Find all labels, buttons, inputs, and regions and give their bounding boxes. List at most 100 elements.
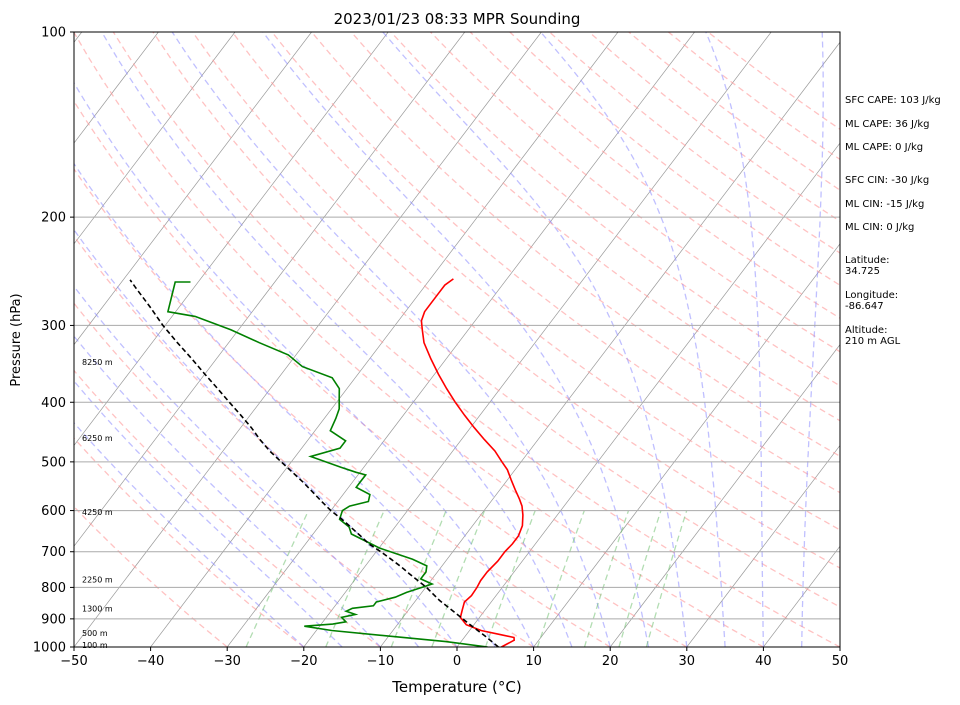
y-tick-label: 1000	[33, 641, 66, 656]
series-line-1	[166, 281, 488, 647]
y-axis-ticks: 100 200 300 400 500 600 700 800 900 1000	[33, 26, 74, 656]
height-labels: 100 m 500 m 1300 m 2250 m 4250 m 6250 m 8250 m	[82, 358, 113, 650]
moist-adiabat	[74, 228, 458, 647]
y-tick-label: 400	[41, 396, 66, 411]
mixing-ratio-line	[536, 510, 585, 647]
dry-adiabat	[231, 32, 840, 531]
moist-adiabat	[540, 32, 726, 647]
sfc-cape-text: SFC CAPE: 103 J/kg	[845, 95, 941, 106]
y-tick-label: 600	[41, 504, 66, 519]
isotherm-line	[74, 32, 236, 245]
mixing-ratio-line	[484, 510, 536, 647]
mixing-ratio-line	[645, 510, 688, 647]
x-tick-label: −30	[213, 654, 240, 669]
dry-adiabat	[311, 32, 840, 458]
y-tick-label: 200	[41, 211, 66, 226]
x-axis-label: Temperature (°C)	[391, 678, 521, 696]
dry-adiabat	[74, 235, 534, 647]
dry-adiabat	[112, 32, 840, 647]
y-tick-label: 700	[41, 545, 66, 560]
ml-cape-text-1: ML CAPE: 36 J/kg	[845, 119, 930, 130]
altitude-label: Altitude:	[845, 325, 888, 336]
mixing-ratio-line	[583, 510, 630, 647]
moist-adiabat	[382, 32, 688, 647]
x-tick-label: −50	[60, 654, 87, 669]
moist-adiabat	[74, 81, 535, 647]
dry-adiabat	[74, 32, 764, 647]
x-tick-label: −40	[137, 654, 164, 669]
x-tick-label: 30	[679, 654, 696, 669]
series-layer	[129, 278, 524, 647]
dry-adiabat	[509, 32, 840, 287]
x-tick-label: −10	[367, 654, 394, 669]
altitude-value: 210 m AGL	[845, 336, 901, 347]
isotherm-line	[303, 32, 772, 647]
dry-adiabat	[350, 32, 840, 422]
dry-adiabat	[74, 505, 228, 647]
isotherm-line	[609, 344, 840, 647]
latitude-label: Latitude:	[845, 255, 890, 266]
isotherm-line	[0, 32, 5, 647]
sfc-cin-text: SFC CIN: -30 J/kg	[845, 175, 930, 186]
isotherm-line	[226, 32, 695, 647]
isotherm-line	[686, 444, 840, 647]
moist-adiabat	[74, 380, 343, 647]
ml-cin-text-2: ML CIN: 0 J/kg	[845, 222, 915, 233]
chart-title: 2023/01/23 08:33 MPR Sounding	[334, 10, 581, 28]
y-axis-label: Pressure (hPa)	[9, 293, 24, 386]
mixing-ratio-line	[390, 510, 447, 647]
longitude-value: -86.647	[845, 301, 884, 312]
isotherm-line	[456, 142, 840, 647]
moist-adiabat	[74, 335, 381, 647]
x-tick-label: 50	[832, 654, 849, 669]
dry-adiabat	[192, 32, 840, 569]
y-tick-label: 500	[41, 455, 66, 470]
isotherm-line	[74, 32, 466, 547]
y-tick-label: 900	[41, 612, 66, 627]
dry-adiabat	[74, 100, 688, 647]
x-tick-label: 0	[453, 654, 461, 669]
isotherm-line	[74, 32, 389, 446]
isotherm-line	[380, 41, 840, 647]
isotherm-line	[533, 243, 840, 647]
moist-adiabat	[74, 421, 305, 647]
y-tick-label: 300	[41, 319, 66, 334]
height-label-3: 2250 m	[82, 576, 113, 585]
mixing-ratio-line	[431, 510, 486, 647]
dry-adiabat	[152, 32, 840, 608]
latitude-value: 34.725	[845, 266, 880, 277]
longitude-block: Longitude: -86.647	[845, 290, 898, 312]
isotherm-line	[150, 32, 619, 647]
altitude-block: Altitude: 210 m AGL	[845, 325, 900, 347]
dry-adiabat	[469, 32, 840, 319]
series-line-2	[129, 279, 499, 647]
moist-adiabat	[74, 162, 496, 647]
background-guide-lines	[0, 32, 840, 647]
y-tick-label: 800	[41, 581, 66, 596]
height-label-2: 1300 m	[82, 605, 113, 614]
ml-cape-text-2: ML CAPE: 0 J/kg	[845, 142, 924, 153]
height-label-6: 8250 m	[82, 358, 113, 367]
isotherm-line	[74, 32, 312, 346]
moist-adiabat	[801, 32, 824, 647]
isobar-grid	[74, 32, 840, 647]
dry-adiabat	[74, 302, 458, 647]
height-label-5: 6250 m	[82, 434, 113, 443]
isotherm-line	[74, 32, 159, 144]
moist-adiabat	[101, 32, 573, 647]
longitude-label: Longitude:	[845, 290, 899, 301]
moist-adiabat	[262, 32, 650, 647]
x-axis-ticks: −50 −40 −30 −20 −10 0 10 20 30 40 50	[60, 647, 848, 669]
x-tick-label: 10	[525, 654, 542, 669]
dry-adiabat	[74, 369, 381, 647]
x-tick-label: 40	[755, 654, 772, 669]
x-tick-label: −20	[290, 654, 317, 669]
moist-adiabat	[171, 32, 611, 647]
height-label-4: 4250 m	[82, 508, 113, 517]
dry-adiabat	[74, 437, 305, 647]
moist-adiabat	[74, 285, 420, 647]
ml-cin-text-1: ML CIN: -15 J/kg	[845, 199, 925, 210]
height-label-0: 100 m	[82, 641, 108, 650]
latitude-block: Latitude: 34.725	[845, 255, 890, 277]
